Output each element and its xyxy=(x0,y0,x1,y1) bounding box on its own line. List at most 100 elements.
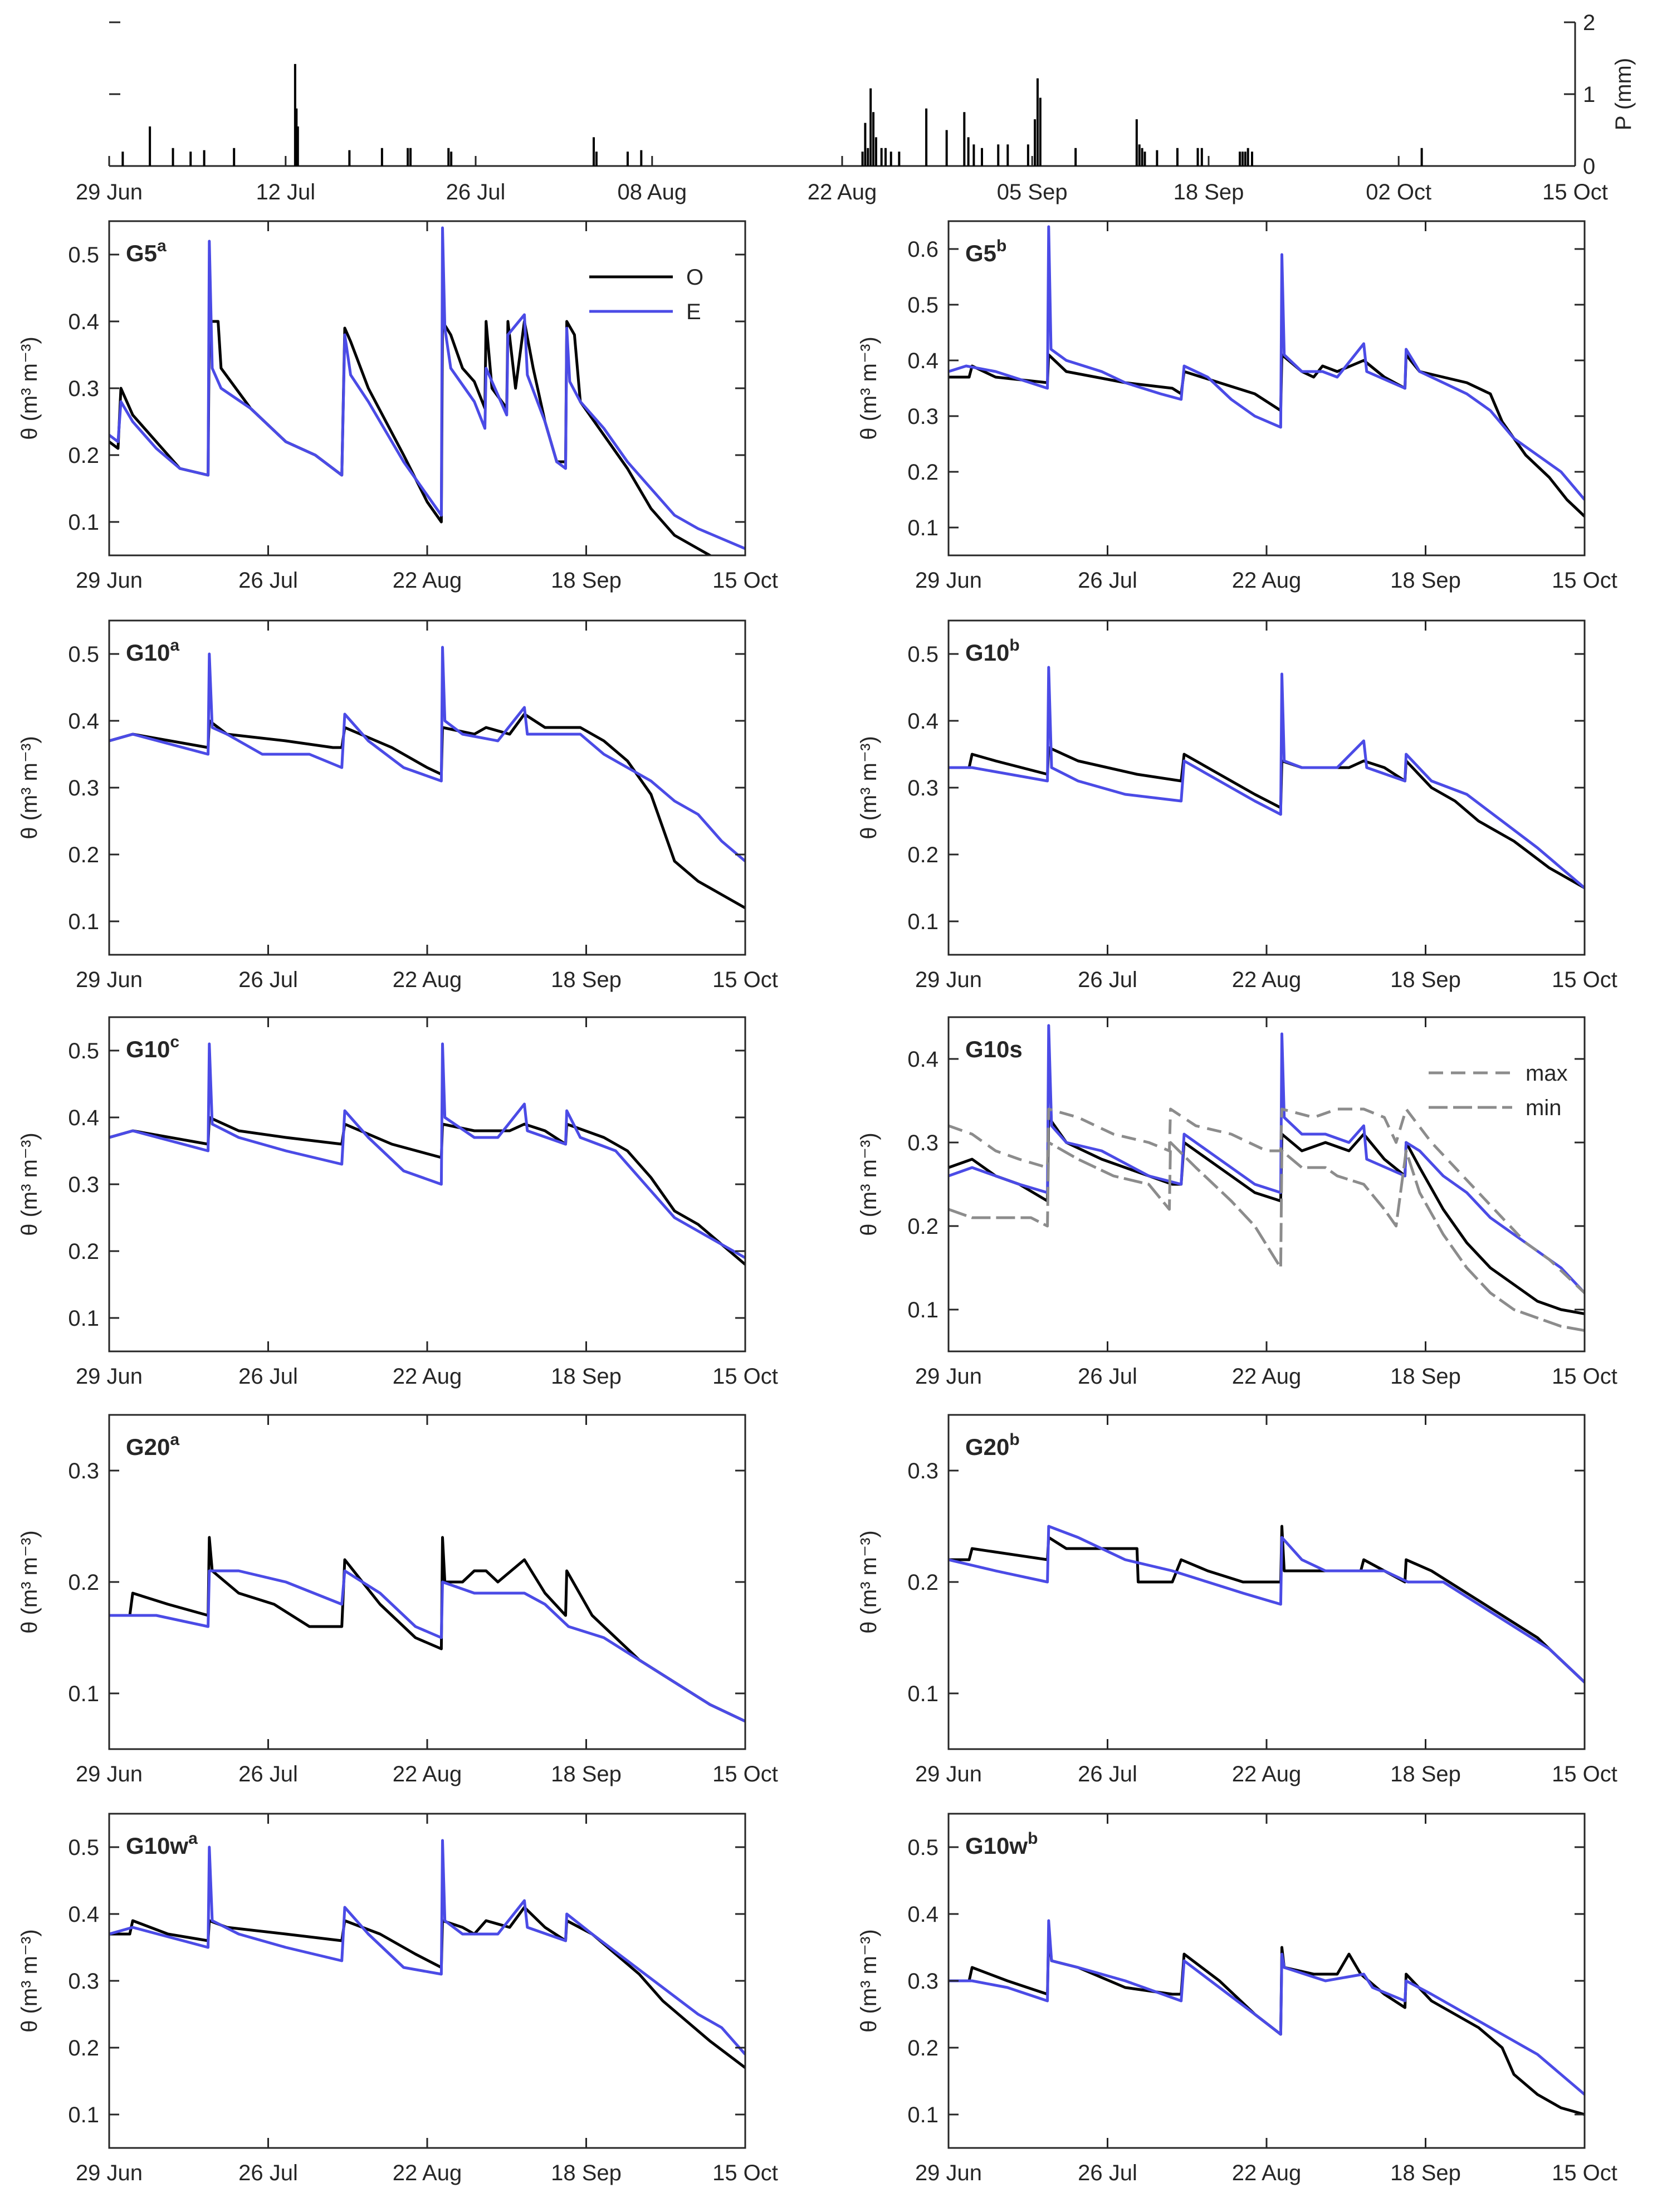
plot-frame xyxy=(108,1414,746,1750)
precip-x-tick-label: 22 Aug xyxy=(808,180,877,204)
x-tick-label: 15 Oct xyxy=(1552,1762,1617,1786)
y-tick-label: 0.5 xyxy=(68,1835,99,1860)
series-group xyxy=(109,1536,745,1723)
y-tick-label: 0.4 xyxy=(907,709,938,734)
x-tick-label: 29 Jun xyxy=(76,568,143,593)
x-tick-label: 15 Oct xyxy=(712,2161,778,2185)
series-est-line xyxy=(109,1569,745,1723)
precip-x-tick-label: 15 Oct xyxy=(1542,180,1608,204)
y-tick-label: 0.1 xyxy=(68,1306,99,1331)
x-tick-label: 22 Aug xyxy=(1232,1364,1302,1389)
y-tick-label: 0.2 xyxy=(907,1214,938,1239)
y-tick-label: 0.3 xyxy=(907,1131,938,1155)
y-tick-label: 0.3 xyxy=(907,1969,938,1994)
y-tick-label: 0.1 xyxy=(68,2103,99,2127)
panel-title-base: G10 xyxy=(126,1036,170,1062)
series-est-line xyxy=(949,1525,1585,1683)
legend-label-max: max xyxy=(1526,1061,1568,1086)
panel-title-superscript: a xyxy=(157,237,167,255)
legend: OE xyxy=(589,265,703,324)
x-tick-label: 15 Oct xyxy=(712,1762,778,1786)
x-tick-label: 26 Jul xyxy=(1078,1364,1137,1389)
y-tick-label: 0.3 xyxy=(68,776,99,800)
x-tick-label: 18 Sep xyxy=(1390,1364,1461,1389)
y-tick-label: 0.3 xyxy=(907,404,938,429)
x-tick-label: 22 Aug xyxy=(393,2161,462,2185)
y-tick-label: 0.1 xyxy=(907,2103,938,2127)
y-axis-label: θ (m³ m⁻³) xyxy=(857,1530,881,1634)
panel-title-superscript: b xyxy=(996,237,1006,255)
x-tick-label: 29 Jun xyxy=(76,1762,143,1786)
x-tick-label: 22 Aug xyxy=(1232,968,1302,992)
x-tick-label: 15 Oct xyxy=(712,1364,778,1389)
y-tick-label: 0.4 xyxy=(907,1047,938,1072)
y-axis-label: θ (m³ m⁻³) xyxy=(17,336,42,440)
x-tick-label: 22 Aug xyxy=(1232,1762,1302,1786)
y-tick-label: 0.1 xyxy=(68,910,99,934)
panel-title-base: G10s xyxy=(965,1036,1023,1062)
x-tick-label: 18 Sep xyxy=(1390,568,1461,593)
x-tick-label: 29 Jun xyxy=(76,968,143,992)
panel-g10a: 0.1 0.2 0.3 0.4 0.5 29 Jun 26 Jul 22 Aug 18 Sep 1… xyxy=(17,619,778,992)
x-tick-label: 15 Oct xyxy=(1552,568,1617,593)
y-tick-label: 0.4 xyxy=(68,709,99,734)
series-est-line xyxy=(949,1024,1585,1294)
series-group xyxy=(949,666,1585,890)
panel-title: G20b xyxy=(965,1430,1020,1460)
y-tick-label: 0.1 xyxy=(907,910,938,934)
x-tick-label: 18 Sep xyxy=(551,568,622,593)
precip-y-tick-label: 2 xyxy=(1583,11,1595,35)
y-axis-label: θ (m³ m⁻³) xyxy=(17,1929,42,2033)
y-tick-label: 0.4 xyxy=(907,349,938,373)
series-obs-line xyxy=(109,1116,745,1266)
y-tick-label: 0.4 xyxy=(68,310,99,334)
panel-g20a: 0.1 0.2 0.3 29 Jun 26 Jul 22 Aug 18 Sep 15 Oct θ… xyxy=(17,1414,778,1786)
x-tick-label: 29 Jun xyxy=(76,2161,143,2185)
series-obs-line xyxy=(109,1906,745,2069)
plot-frame xyxy=(108,619,746,956)
x-tick-label: 18 Sep xyxy=(1390,2161,1461,2185)
panel-title-base: G5 xyxy=(126,240,157,266)
precip-x-tick-label: 05 Sep xyxy=(997,180,1068,204)
x-tick-label: 26 Jul xyxy=(1078,968,1137,992)
panel-title: G5a xyxy=(126,237,167,266)
panel-title: G10s xyxy=(965,1036,1023,1062)
plot-frame xyxy=(108,1813,746,2149)
precip-x-tick-label: 02 Oct xyxy=(1366,180,1431,204)
panel-title: G10wa xyxy=(126,1829,198,1859)
legend-label-O: O xyxy=(686,265,703,290)
x-tick-label: 29 Jun xyxy=(915,968,982,992)
y-tick-label: 0.5 xyxy=(68,642,99,667)
x-tick-label: 26 Jul xyxy=(238,1762,298,1786)
y-tick-label: 0.1 xyxy=(68,1682,99,1706)
panel-title-superscript: b xyxy=(1028,1829,1038,1848)
y-axis-label: θ (m³ m⁻³) xyxy=(17,736,42,839)
x-tick-label: 29 Jun xyxy=(76,1364,143,1389)
x-tick-label: 18 Sep xyxy=(551,2161,622,2185)
series-obs-line xyxy=(109,712,745,910)
legend: max min xyxy=(1429,1061,1568,1120)
panel-title: G10a xyxy=(126,636,179,666)
y-tick-label: 0.1 xyxy=(907,1298,938,1322)
y-axis-label: θ (m³ m⁻³) xyxy=(857,1132,881,1236)
panel-title-superscript: b xyxy=(1009,636,1019,655)
legend-label-min: min xyxy=(1526,1096,1561,1120)
x-tick-label: 26 Jul xyxy=(238,968,298,992)
x-tick-label: 26 Jul xyxy=(1078,568,1137,593)
x-tick-label: 18 Sep xyxy=(551,1364,622,1389)
panel-title: G10b xyxy=(965,636,1020,666)
panel-title: G20a xyxy=(126,1430,179,1460)
precip-y-label: P (mm) xyxy=(1611,58,1636,130)
y-tick-label: 0.3 xyxy=(68,1173,99,1197)
plot-frame xyxy=(947,619,1586,956)
x-tick-label: 18 Sep xyxy=(551,968,622,992)
series-group xyxy=(109,646,745,910)
y-axis-label: θ (m³ m⁻³) xyxy=(857,1929,881,2033)
panel-title-base: G20 xyxy=(965,1434,1009,1460)
x-tick-label: 22 Aug xyxy=(393,1364,462,1389)
x-tick-label: 15 Oct xyxy=(1552,2161,1617,2185)
x-tick-label: 26 Jul xyxy=(238,1364,298,1389)
x-tick-label: 29 Jun xyxy=(915,568,982,593)
panel-g10wa: 0.1 0.2 0.3 0.4 0.5 29 Jun 26 Jul 22 Aug 18 Sep 1… xyxy=(17,1813,778,2185)
panel-g10s: 0.1 0.2 0.3 0.4 29 Jun 26 Jul 22 Aug 18 Sep 15 O… xyxy=(857,1016,1617,1389)
